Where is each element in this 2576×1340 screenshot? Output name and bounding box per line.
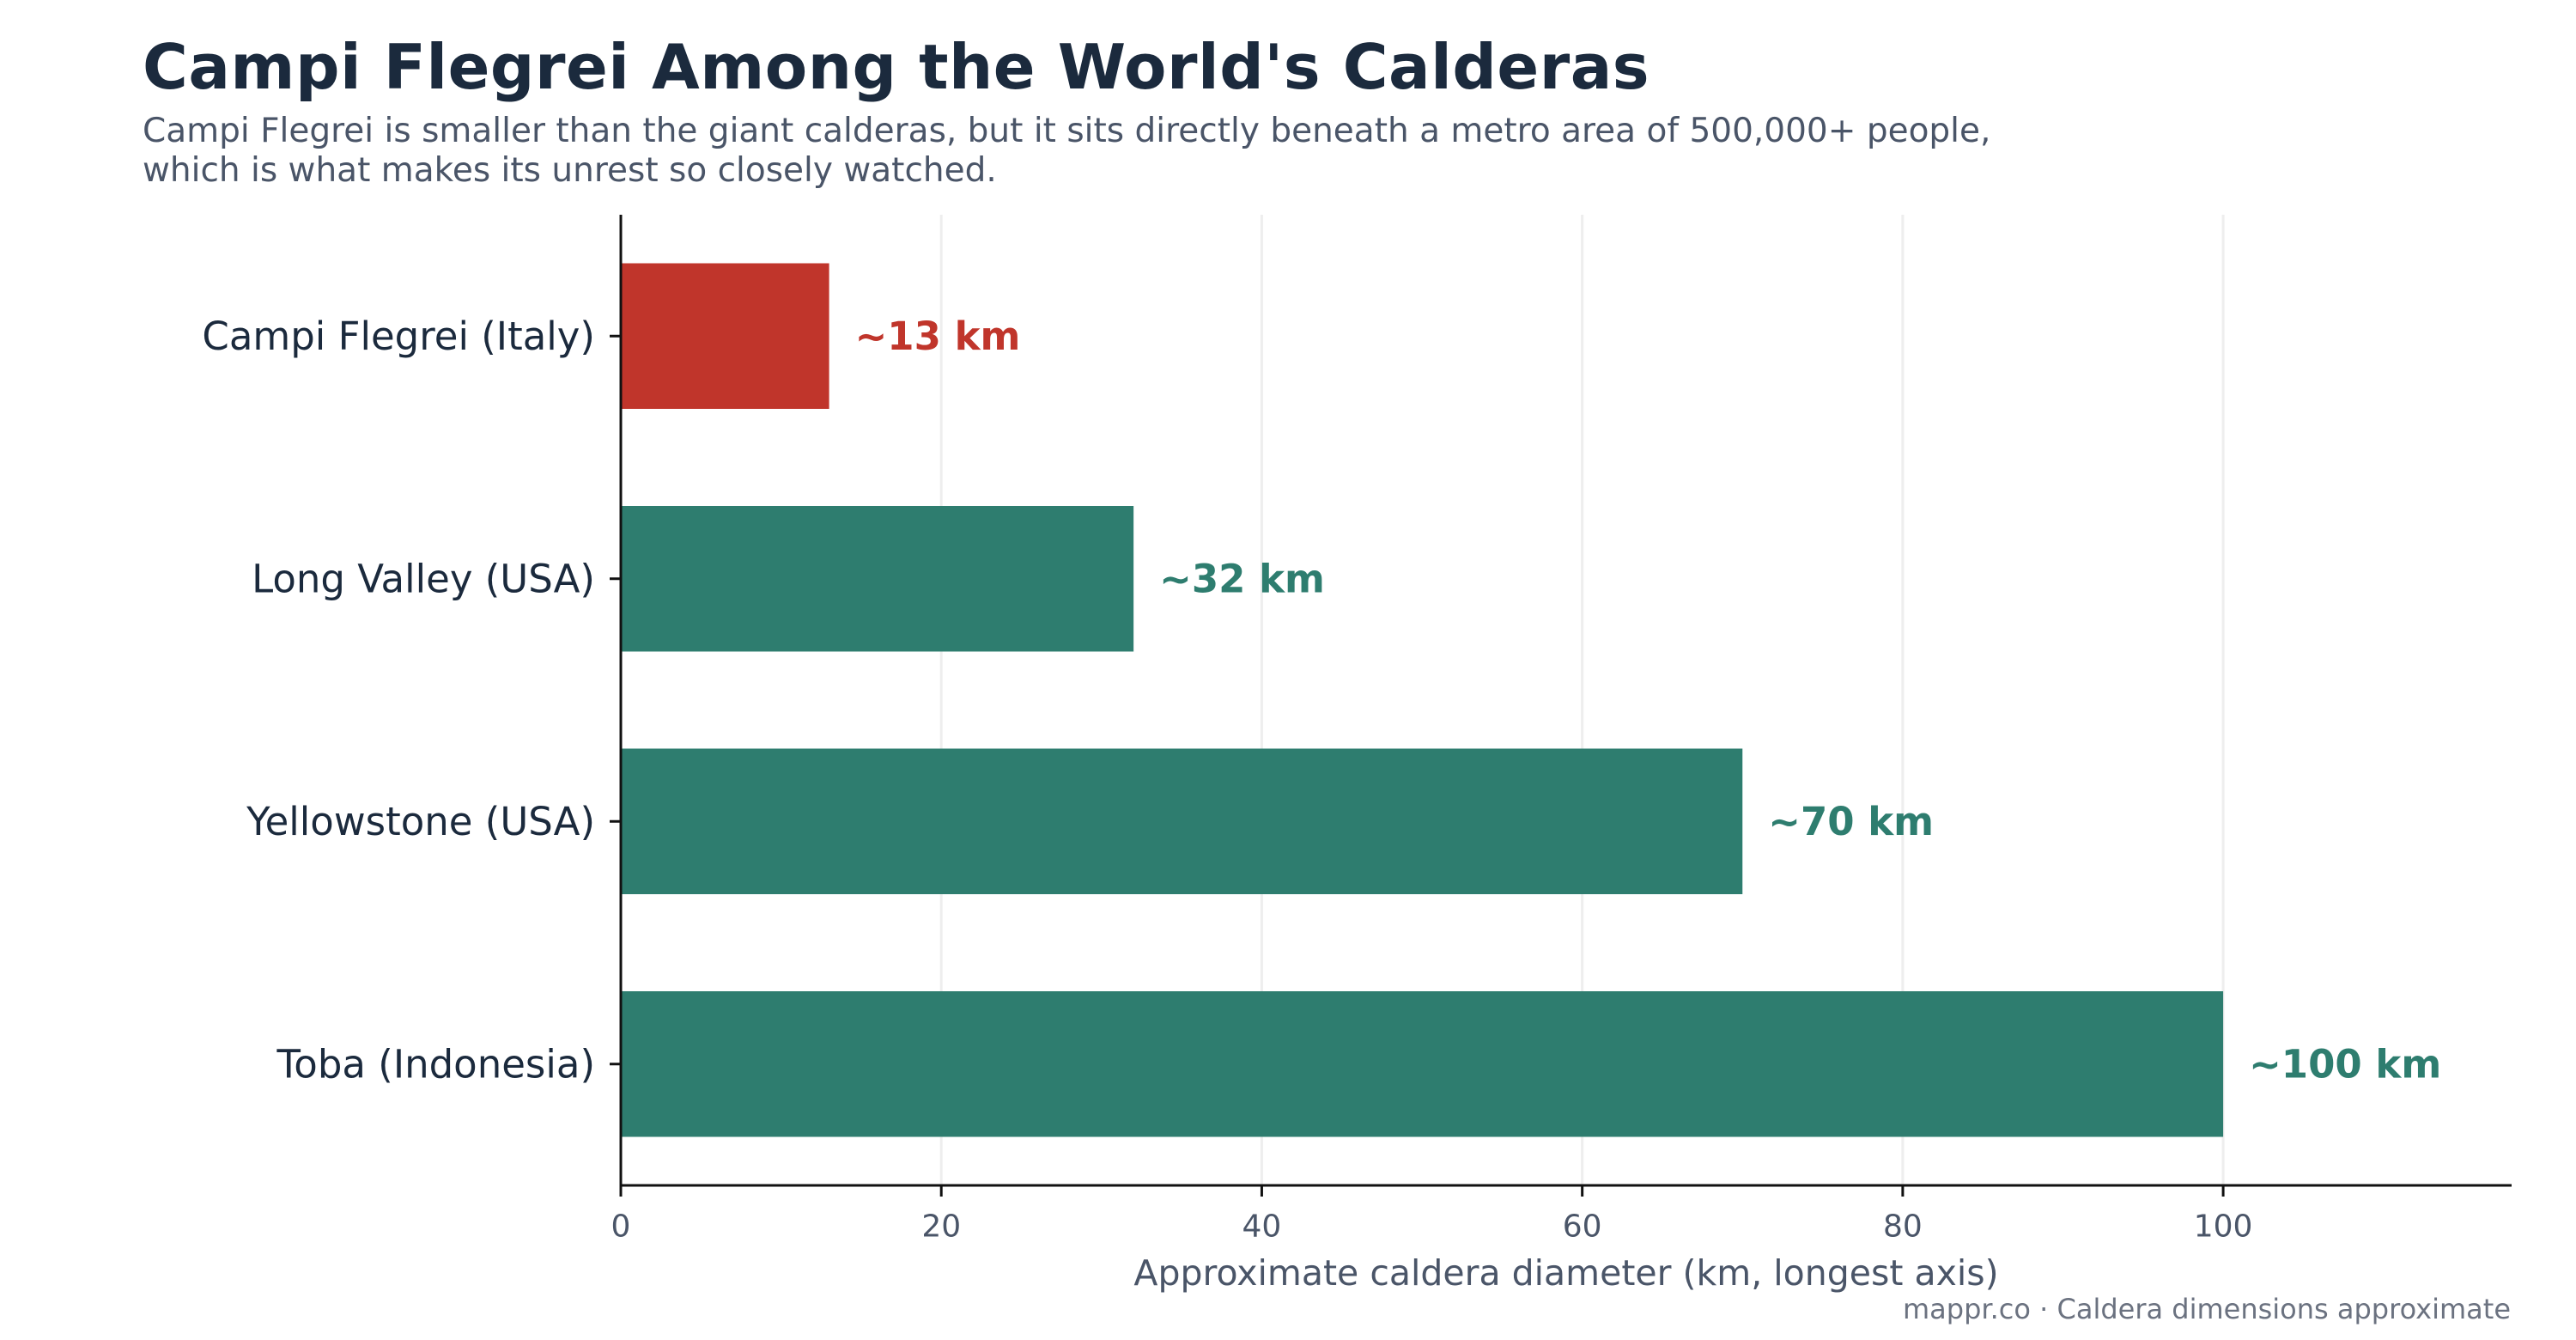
- subtitle-line-2: which is what makes its unrest so closel…: [143, 151, 997, 190]
- x-tick-label-0: 0: [611, 1209, 631, 1245]
- chart-subtitle: Campi Flegrei is smaller than the giant …: [143, 112, 2289, 191]
- value-label-1: ~13 km: [855, 314, 1021, 359]
- bar-2: [621, 506, 1134, 652]
- x-tick-label-40: 40: [1242, 1209, 1282, 1245]
- x-tick-label-80: 80: [1883, 1209, 1923, 1245]
- category-label-3: Yellowstone (USA): [246, 799, 595, 844]
- category-label-1: Campi Flegrei (Italy): [202, 314, 595, 359]
- subtitle-line-1: Campi Flegrei is smaller than the giant …: [143, 112, 1991, 150]
- bars: [621, 263, 2224, 1137]
- category-label-2: Long Valley (USA): [252, 556, 595, 601]
- chart-title: Campi Flegrei Among the World's Calderas: [143, 31, 1650, 103]
- x-tick-label-60: 60: [1563, 1209, 1602, 1245]
- value-label-2: ~32 km: [1159, 556, 1325, 601]
- x-axis-label: Approximate caldera diameter (km, longes…: [1133, 1252, 1998, 1294]
- source-note: mappr.co · Caldera dimensions approximat…: [1903, 1293, 2511, 1325]
- bar-3: [621, 748, 1743, 894]
- bar-1: [621, 263, 829, 409]
- x-tick-label-20: 20: [921, 1209, 961, 1245]
- value-label-4: ~100 km: [2249, 1041, 2441, 1087]
- category-label-4: Toba (Indonesia): [276, 1041, 595, 1087]
- bar-4: [621, 991, 2224, 1137]
- value-label-3: ~70 km: [1768, 799, 1934, 844]
- axes: [610, 215, 2512, 1197]
- x-tick-label-100: 100: [2194, 1209, 2253, 1245]
- labels: ~13 km Campi Flegrei (Italy) ~32 km Long Va…: [202, 314, 2441, 1294]
